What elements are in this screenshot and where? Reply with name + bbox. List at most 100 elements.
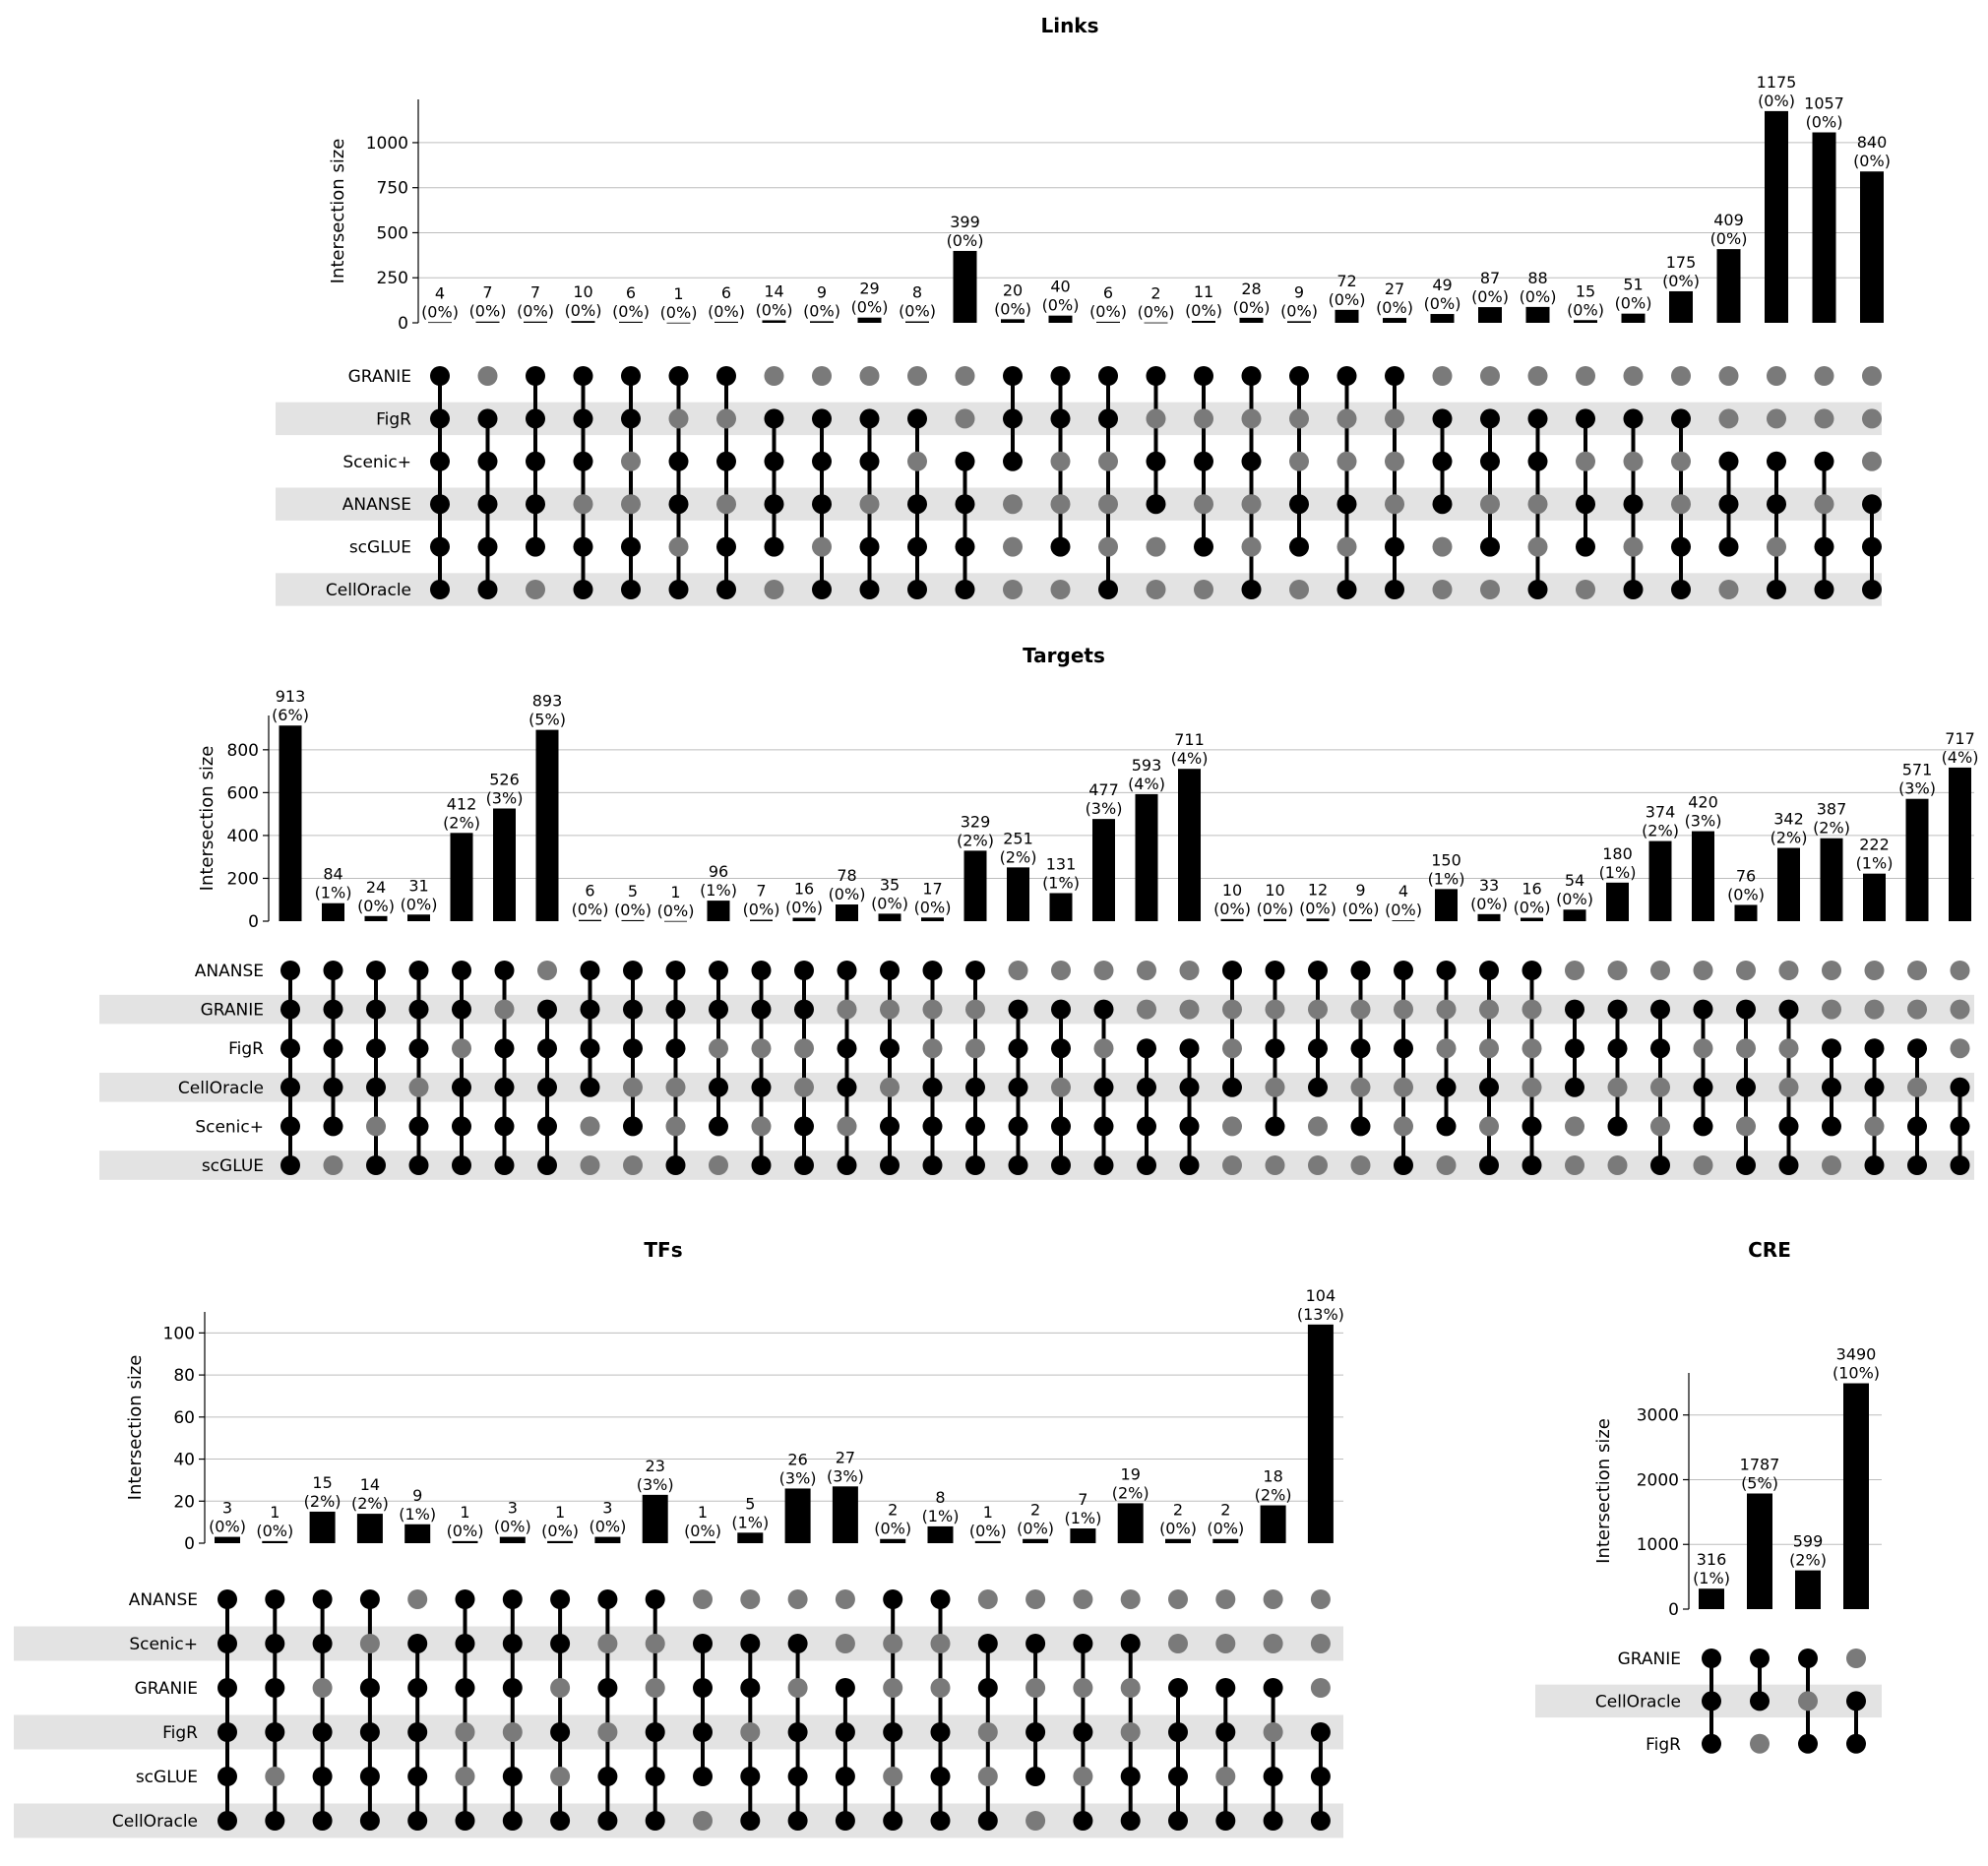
intersection-bar [1765, 110, 1788, 323]
bar-value-label: 16 [1522, 880, 1541, 899]
bar-percent-label: (3%) [779, 1468, 817, 1487]
membership-dot-filled [408, 1116, 429, 1137]
membership-dot-filled [621, 580, 641, 599]
membership-dot-filled [550, 1589, 571, 1609]
membership-dot-filled [835, 1678, 855, 1698]
bar-percent-label: (3%) [1086, 799, 1123, 818]
bar-value-label: 9 [1294, 282, 1304, 301]
membership-dot-filled [693, 1722, 713, 1742]
membership-dot-filled [452, 1155, 471, 1175]
bar-percent-label: (0%) [743, 900, 780, 918]
membership-dot-filled [922, 961, 943, 980]
membership-dot-empty [930, 1678, 951, 1698]
membership-dot-empty [740, 1589, 761, 1609]
membership-dot-filled [693, 1634, 713, 1653]
y-tick-label: 0 [184, 1534, 195, 1554]
membership-dot-filled [312, 1767, 333, 1786]
membership-dot-filled [1671, 536, 1691, 557]
membership-dot-filled [812, 451, 832, 471]
membership-dot-empty [837, 999, 857, 1020]
membership-dot-empty [1778, 1038, 1799, 1059]
membership-dot-empty [1265, 1077, 1285, 1097]
membership-dot-filled [665, 1155, 686, 1175]
bar-value-label: 9 [817, 282, 827, 301]
membership-dot-filled [323, 1116, 343, 1137]
membership-dot-filled [1436, 961, 1457, 980]
membership-dot-empty [1479, 1038, 1499, 1059]
bar-percent-label: (0%) [494, 1518, 531, 1536]
bar-value-label: 1 [670, 883, 680, 902]
membership-dot-filled [452, 1116, 471, 1137]
membership-dot-filled [645, 1811, 665, 1831]
membership-dot-empty [645, 1678, 665, 1698]
membership-dot-filled [709, 1116, 728, 1137]
y-tick-label: 750 [377, 179, 408, 199]
membership-dot-empty [1862, 366, 1882, 386]
membership-dot-filled [455, 1589, 475, 1609]
membership-dot-filled [452, 999, 471, 1020]
membership-dot-empty [1394, 999, 1413, 1020]
bar-percent-label: (13%) [1297, 1305, 1344, 1324]
membership-dot-filled [312, 1634, 333, 1653]
bar-value-label: 49 [1432, 276, 1452, 294]
bar-value-label: 4 [1398, 882, 1408, 901]
membership-dot-empty [1050, 580, 1071, 599]
membership-dot-empty [1565, 961, 1584, 980]
bar-value-label: 14 [360, 1475, 380, 1494]
membership-dot-filled [1479, 1077, 1499, 1097]
membership-dot-filled [665, 961, 686, 980]
membership-dot-filled [716, 451, 736, 471]
membership-dot-filled [1137, 1038, 1156, 1059]
membership-dot-filled [740, 1811, 761, 1831]
bar-value-label: 599 [1793, 1532, 1824, 1551]
membership-dot-filled [1093, 1116, 1114, 1137]
membership-dot-filled [621, 408, 641, 429]
membership-dot-empty [452, 1038, 471, 1059]
bar-value-label: 1 [270, 1503, 280, 1522]
membership-dot-filled [550, 1634, 571, 1653]
bar-percent-label: (0%) [1853, 152, 1891, 170]
membership-dot-filled [359, 1767, 380, 1786]
membership-dot-filled [1289, 536, 1309, 557]
intersection-bar [1574, 320, 1597, 323]
bar-value-label: 35 [880, 875, 900, 894]
membership-dot-filled [883, 1722, 903, 1742]
bar-percent-label: (0%) [1520, 287, 1557, 306]
set-label: Scenic+ [129, 1635, 198, 1654]
bar-percent-label: (0%) [1514, 899, 1551, 917]
membership-dot-filled [1702, 1733, 1721, 1754]
bar-percent-label: (0%) [899, 302, 936, 321]
intersection-bar [1747, 1493, 1772, 1609]
membership-dot-filled [265, 1811, 285, 1831]
membership-dot-filled [1798, 1733, 1818, 1754]
membership-dot-filled [645, 1722, 665, 1742]
bar-value-label: 1 [698, 1503, 708, 1522]
set-label: scGLUE [136, 1768, 198, 1787]
membership-dot-empty [1778, 961, 1799, 980]
intersection-bar [499, 1536, 526, 1543]
bar-value-label: 9 [1355, 881, 1365, 900]
bar-percent-label: (0%) [1213, 900, 1251, 918]
set-label: scGLUE [202, 1156, 264, 1176]
membership-dot-filled [693, 1678, 713, 1698]
membership-dot-filled [494, 1077, 515, 1097]
bar-value-label: 72 [1336, 272, 1356, 290]
membership-dot-filled [623, 1038, 643, 1059]
membership-dot-filled [922, 1155, 943, 1175]
intersection-bar [1135, 793, 1158, 921]
membership-dot-filled [1215, 1811, 1236, 1831]
membership-dot-filled [907, 580, 927, 599]
bar-percent-label: (0%) [871, 894, 908, 912]
intersection-bar [407, 914, 430, 921]
membership-dot-empty [794, 1077, 814, 1097]
bar-percent-label: (0%) [469, 302, 507, 321]
membership-dot-filled [366, 999, 386, 1020]
membership-dot-filled [645, 1767, 665, 1786]
membership-dot-empty [835, 1589, 855, 1609]
bar-value-label: 6 [1103, 283, 1113, 302]
bar-value-label: 7 [756, 881, 766, 900]
bar-percent-label: (4%) [1942, 748, 1979, 767]
membership-dot-empty [716, 494, 736, 515]
membership-dot-filled [1051, 1155, 1071, 1175]
membership-dot-filled [1385, 366, 1404, 386]
